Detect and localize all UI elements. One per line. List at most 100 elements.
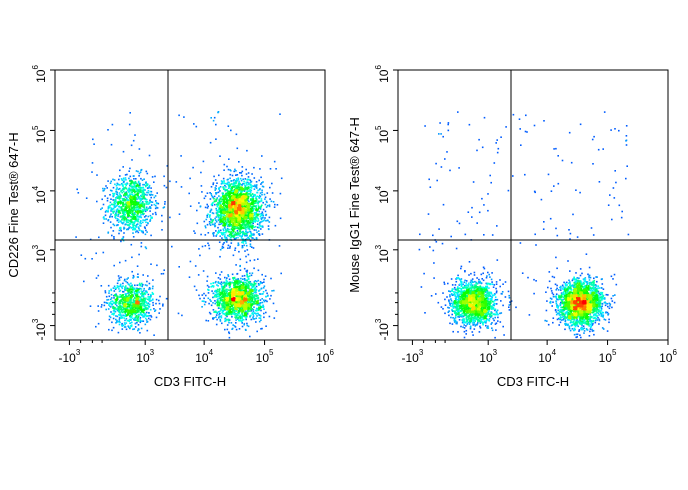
event-dot [144, 314, 147, 316]
event-dot [247, 306, 250, 308]
event-dot [131, 159, 133, 161]
event-dot [222, 306, 225, 309]
event-dot [265, 295, 267, 298]
event-dot [112, 310, 115, 312]
event-dot [147, 191, 150, 194]
event-dot [110, 180, 112, 183]
event-dot [212, 286, 215, 288]
event-dot [221, 206, 223, 209]
event-dot [121, 183, 124, 186]
event-dot [249, 235, 251, 237]
event-dot [218, 187, 221, 189]
event-dot [142, 316, 144, 318]
event-dot [247, 292, 249, 295]
event-dot [144, 284, 147, 286]
event-dot [245, 312, 247, 314]
event-dot [133, 310, 135, 313]
event-dot [252, 205, 254, 208]
event-dot [195, 289, 198, 291]
event-dot [254, 312, 256, 315]
event-dot [244, 313, 246, 315]
event-dot [251, 225, 254, 227]
event-dot [209, 192, 211, 194]
event-dot [215, 294, 218, 297]
event-dot [131, 216, 134, 218]
event-dot [145, 301, 147, 303]
event-dot [129, 175, 132, 178]
event-dot [249, 243, 252, 245]
event-dot [137, 226, 140, 228]
event-dot [227, 301, 229, 304]
event-dot [261, 204, 263, 207]
event-dot [250, 202, 252, 205]
event-dot [131, 256, 133, 259]
event-dot [252, 199, 254, 202]
event-dot [253, 205, 255, 207]
event-dot [227, 244, 230, 247]
event-dot [242, 221, 245, 223]
event-dot [132, 226, 134, 229]
event-dot [130, 199, 133, 201]
event-dot [215, 289, 217, 292]
event-dot [235, 306, 238, 309]
event-dot [109, 215, 112, 217]
event-dot [230, 195, 233, 197]
event-dot [139, 197, 142, 200]
event-dot [150, 314, 152, 317]
event-dot [129, 197, 131, 199]
event-dot [124, 196, 127, 198]
event-dot [149, 297, 151, 300]
event-dot [215, 185, 217, 187]
event-dot [244, 216, 247, 218]
event-dot [241, 288, 243, 291]
event-dot [233, 285, 236, 287]
event-dot [230, 291, 233, 294]
event-dot [136, 203, 138, 206]
event-dot [230, 234, 233, 236]
event-dot [95, 252, 97, 255]
event-dot [226, 307, 229, 310]
event-dot [216, 293, 219, 296]
event-dot [110, 198, 112, 200]
event-dot [122, 285, 124, 287]
event-dot [104, 214, 107, 217]
event-dot [234, 249, 236, 251]
event-dot [209, 224, 212, 226]
event-dot [249, 299, 252, 301]
event-dot [256, 330, 258, 333]
event-dot [239, 258, 242, 261]
event-dot [129, 223, 132, 225]
event-dot [228, 190, 230, 193]
event-dot [258, 179, 260, 182]
event-dot [122, 291, 125, 293]
event-dot [110, 213, 112, 215]
event-dot [144, 227, 146, 229]
event-dot [251, 299, 253, 302]
event-dot [133, 221, 136, 224]
event-dot [232, 307, 234, 309]
event-dot [223, 197, 226, 200]
event-dot [139, 188, 142, 191]
event-dot [250, 187, 253, 189]
event-dot [215, 193, 217, 195]
event-dot [226, 197, 228, 200]
event-dot [237, 178, 240, 181]
event-dot [243, 225, 245, 227]
event-dot [144, 298, 147, 300]
event-dot [234, 203, 237, 205]
event-dot [123, 199, 125, 202]
event-dot [234, 306, 237, 309]
event-dot [133, 291, 136, 293]
event-dot [229, 177, 231, 180]
event-dot [139, 318, 141, 320]
event-dot [180, 155, 182, 157]
event-dot [246, 304, 249, 306]
event-dot [223, 204, 225, 207]
event-dot [226, 283, 228, 285]
event-dot [253, 284, 256, 286]
event-dot [124, 194, 126, 196]
event-dot [230, 219, 232, 221]
event-dot [223, 222, 226, 224]
event-dot [257, 202, 259, 204]
event-dot [141, 295, 143, 297]
